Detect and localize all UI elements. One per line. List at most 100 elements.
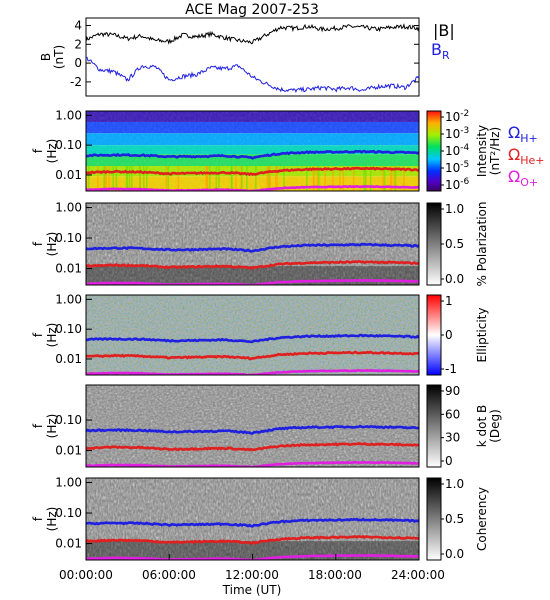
intensity-streak xyxy=(382,166,384,191)
y-tick-label: 0.10 xyxy=(55,506,82,520)
y-tick-label: 4 xyxy=(74,19,82,33)
gyro-line-h xyxy=(86,333,419,344)
intensity-streak xyxy=(231,166,233,191)
colorbar-label: % Polarization xyxy=(475,202,489,287)
y-axis-unit: (Hz) xyxy=(45,232,59,257)
y-axis-unit: (Hz) xyxy=(45,139,59,164)
y-axis-label: B xyxy=(39,53,53,61)
intensity-streak xyxy=(177,166,180,191)
intensity-streak xyxy=(324,166,326,191)
panel-frame xyxy=(85,110,420,192)
gyro-line-he xyxy=(86,534,419,545)
colorbar-tick-label: 30 xyxy=(445,431,460,445)
colorbar-unit: (nT²/Hz) xyxy=(488,127,502,175)
gyro-line-o xyxy=(86,553,419,560)
x-tick-label: 12:00:00 xyxy=(225,568,279,582)
series-line-br xyxy=(85,56,420,94)
y-axis-unit: (Hz) xyxy=(45,323,59,348)
y-tick-label: 0.01 xyxy=(55,168,82,182)
intensity-streak xyxy=(417,166,419,191)
gyro-line-he xyxy=(86,441,419,452)
y-axis-unit: (nT) xyxy=(52,45,66,69)
panel-frame xyxy=(85,294,420,376)
intensity-streak xyxy=(363,166,365,191)
intensity-streak xyxy=(131,166,133,191)
intensity-streak xyxy=(205,166,207,191)
y-tick-label: 0.10 xyxy=(55,138,82,152)
intensity-streak xyxy=(246,166,248,191)
spectrogram-image xyxy=(86,111,419,191)
intensity-streak xyxy=(97,166,99,191)
y-tick-label: 0 xyxy=(74,56,82,70)
intensity-streak xyxy=(128,166,131,191)
colorbar-tick-label: 10-6 xyxy=(445,177,470,192)
y-axis-label: f xyxy=(31,148,45,153)
intensity-streak xyxy=(393,166,396,191)
intensity-streak xyxy=(255,166,257,191)
legend-abs-b: |B| xyxy=(433,21,455,40)
colorbar-tick-label: 0.0 xyxy=(445,272,464,286)
intensity-streak xyxy=(218,166,220,191)
y-tick-label: 1.00 xyxy=(55,292,82,306)
intensity-streak xyxy=(87,166,90,191)
colorbar xyxy=(426,294,442,376)
colorbar-tick-label: 0 xyxy=(445,454,453,468)
y-tick-label: 0.10 xyxy=(55,322,82,336)
colorbar-label: Ellipticity xyxy=(475,308,489,363)
intensity-streak xyxy=(318,166,320,191)
intensity-streak xyxy=(316,166,318,191)
panel-frame xyxy=(85,384,420,468)
intensity-streak xyxy=(342,166,345,191)
y-axis-unit: (Hz) xyxy=(45,507,59,532)
intensity-streak xyxy=(283,166,285,191)
intensity-streak xyxy=(126,166,129,191)
gyro-line-h xyxy=(86,424,419,435)
y-axis-label: f xyxy=(31,241,45,246)
colorbar-tick-label: 0.0 xyxy=(445,547,464,561)
intensity-streak xyxy=(390,166,393,191)
spectrogram-image xyxy=(86,385,419,467)
colorbar-unit: (Deg) xyxy=(488,409,502,443)
intensity-streak xyxy=(105,166,107,191)
intensity-streak xyxy=(104,166,106,191)
colorbar-tick-label: 0.5 xyxy=(445,512,464,526)
intensity-streak xyxy=(268,166,270,191)
y-axis-label: f xyxy=(31,423,45,428)
series-line-abs-b xyxy=(85,23,420,45)
colorbar-tick-label: 10-3 xyxy=(445,126,469,141)
colorbar-tick-label: 0.5 xyxy=(445,237,464,251)
colorbar-label: Coherency xyxy=(475,487,489,551)
y-tick-label: 1.00 xyxy=(55,108,82,122)
spectrogram-image xyxy=(86,295,419,375)
panel-polarization: 1.00 0.10 0.01 f (Hz) 1.0 0.5 0.0 % Polarization xyxy=(31,200,489,286)
gyro-line-o xyxy=(86,278,419,285)
panel-frame xyxy=(85,202,420,286)
gyro-line-h xyxy=(86,242,419,253)
colorbar xyxy=(426,384,442,468)
intensity-streak xyxy=(235,166,237,191)
chart-title: ACE Mag 2007-253 xyxy=(185,2,319,18)
colorbar-tick-label: 10-5 xyxy=(445,160,469,175)
colorbar xyxy=(426,110,442,192)
intensity-streak xyxy=(115,166,118,191)
x-tick-label: 06:00:00 xyxy=(142,568,196,582)
intensity-streak xyxy=(306,166,308,191)
y-tick-label: 0.01 xyxy=(55,352,82,366)
intensity-streak xyxy=(332,166,334,191)
colorbar-tick-label: 10-4 xyxy=(445,143,470,158)
colorbar-tick-label: -1 xyxy=(445,362,457,376)
intensity-streak xyxy=(112,166,114,191)
intensity-streak xyxy=(369,166,372,191)
colorbar-tick-label: 90 xyxy=(445,384,460,398)
intensity-streak xyxy=(108,166,110,191)
legend-br: BR xyxy=(431,40,450,62)
panel-b-field: B (nT) 4 2 0 -2 |B| BR xyxy=(39,17,455,97)
intensity-streak xyxy=(165,166,168,191)
gyro-line-o xyxy=(86,184,419,191)
x-tick-label: 18:00:00 xyxy=(308,568,362,582)
intensity-streak xyxy=(215,166,218,191)
panel-intensity: 1.00 0.10 0.01 f (Hz) 10-2 10-3 10-4 10-5 10-6 Int… xyxy=(31,108,545,192)
legend-gyro-he: ΩHe+ xyxy=(508,145,545,167)
panel-frame xyxy=(85,17,420,97)
gyro-line-he xyxy=(86,260,419,271)
